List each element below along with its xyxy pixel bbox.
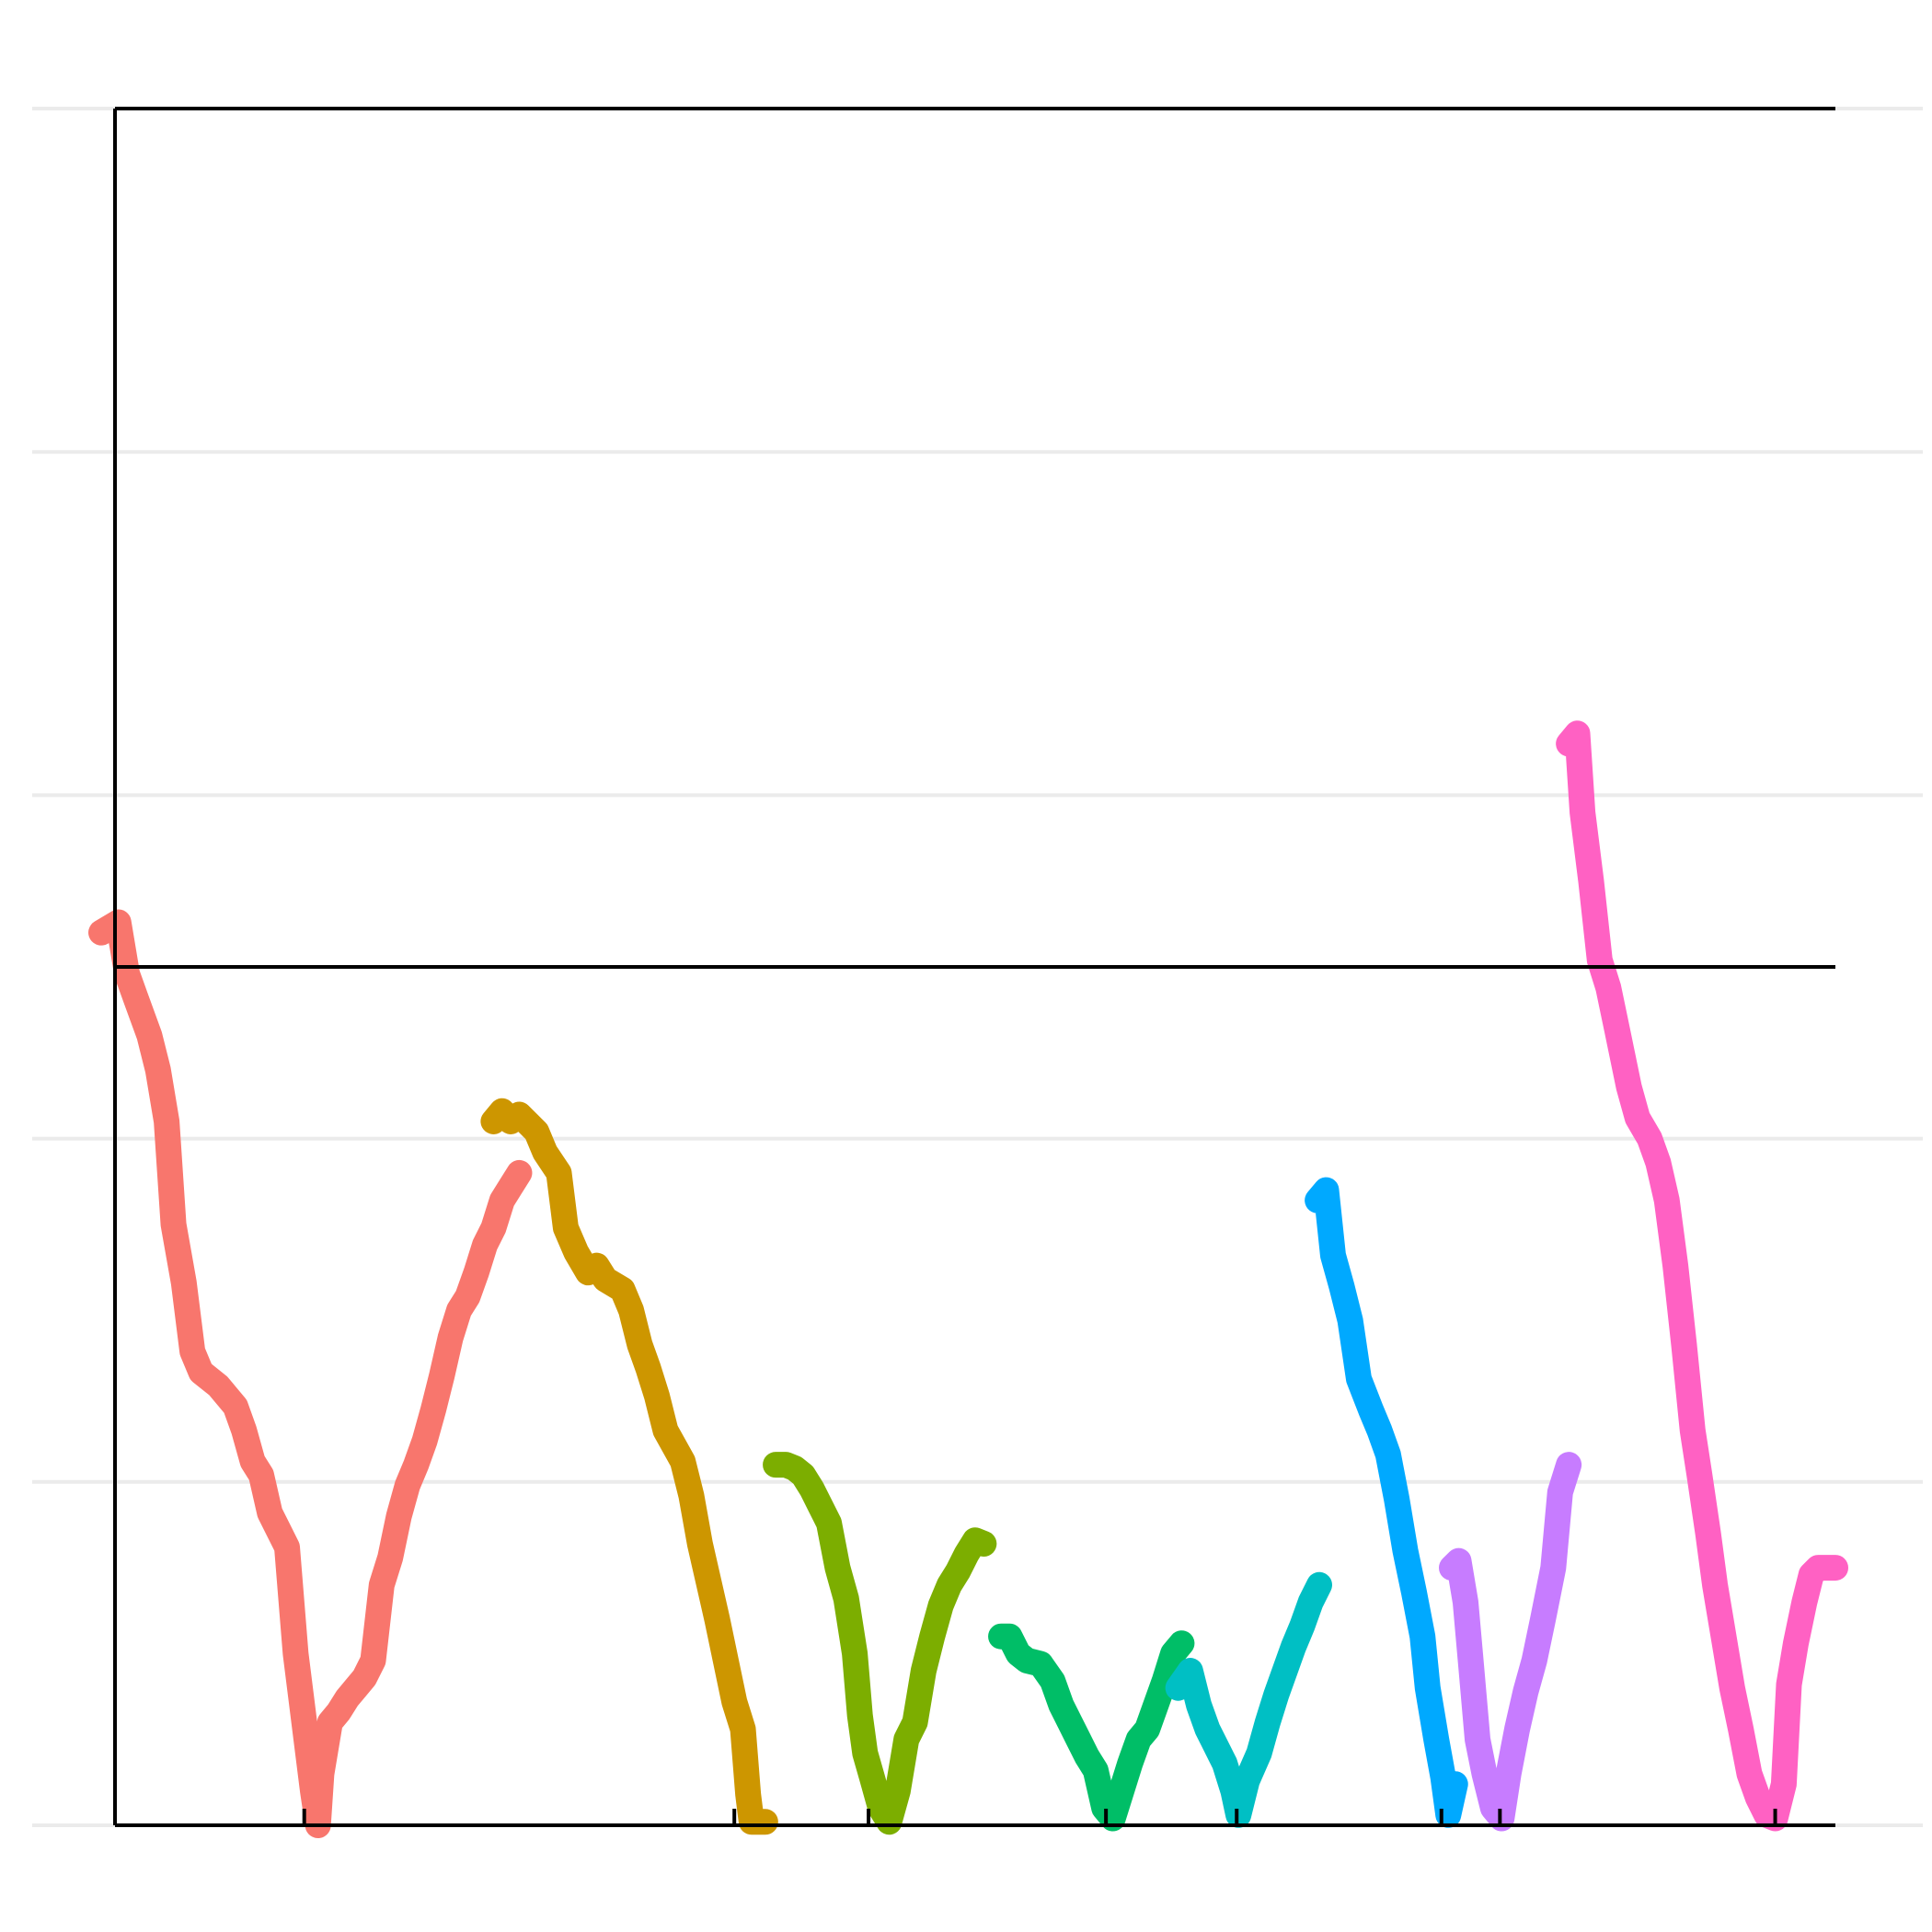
- series-line-1: [88, 909, 533, 1838]
- series-line-8: [1556, 720, 1848, 1832]
- series-line-7: [1438, 1452, 1582, 1832]
- axis-layer: [113, 107, 1835, 1827]
- series-line-6: [1305, 1177, 1468, 1828]
- series-line-3: [763, 1452, 997, 1835]
- series-layer: [88, 720, 1848, 1838]
- series-line-5: [1165, 1571, 1332, 1828]
- series-line-4: [988, 1623, 1195, 1832]
- series-line-2: [480, 1098, 778, 1835]
